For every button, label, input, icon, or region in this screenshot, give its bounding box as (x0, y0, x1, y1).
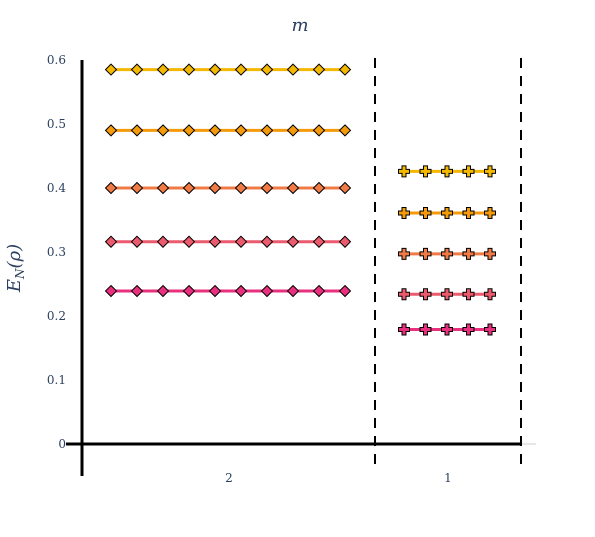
data-point-cross (419, 165, 432, 178)
data-point-diamond (260, 63, 274, 76)
x-tick-label: 2 (225, 471, 233, 485)
data-point-diamond (156, 124, 170, 137)
y-tick-label: 0.3 (47, 245, 66, 259)
data-point-diamond (182, 63, 196, 76)
data-point-diamond (130, 284, 144, 298)
data-point-cross (441, 288, 453, 301)
data-point-cross (484, 323, 496, 336)
data-point-diamond (312, 181, 326, 195)
data-point-diamond (260, 124, 274, 137)
data-point-diamond (338, 124, 352, 137)
axes (66, 58, 536, 476)
data-point-cross (419, 288, 432, 301)
data-point-diamond (260, 235, 274, 248)
data-point-diamond (208, 124, 222, 137)
data-point-diamond (182, 181, 196, 195)
data-point-cross (462, 288, 475, 301)
data-point-diamond (156, 63, 170, 76)
data-point-cross (398, 165, 410, 178)
data-point-diamond (234, 181, 248, 195)
data-point-diamond (104, 181, 118, 195)
data-point-cross (441, 247, 453, 260)
data-point-diamond (260, 284, 274, 298)
y-tick-label: 0 (58, 437, 66, 451)
data-point-diamond (312, 63, 326, 76)
data-point-diamond (286, 63, 300, 76)
data-point-diamond (234, 235, 248, 248)
data-point-cross (484, 165, 496, 178)
data-point-cross (419, 247, 432, 260)
data-point-cross (462, 323, 475, 336)
y-tick-label: 0.1 (47, 373, 66, 387)
data-point-diamond (208, 284, 222, 298)
series-layer (104, 63, 496, 336)
data-point-diamond (130, 63, 144, 76)
data-point-diamond (208, 181, 222, 195)
data-point-diamond (338, 284, 352, 298)
data-point-diamond (104, 124, 118, 137)
data-point-cross (441, 323, 453, 336)
data-point-diamond (182, 124, 196, 137)
data-point-diamond (260, 181, 274, 195)
data-point-cross (398, 323, 410, 336)
data-point-diamond (156, 181, 170, 195)
data-point-diamond (182, 235, 196, 248)
data-point-cross (484, 247, 496, 260)
y-tick-label: 0.6 (47, 53, 66, 67)
data-point-diamond (312, 235, 326, 248)
data-point-diamond (234, 284, 248, 298)
data-point-cross (484, 206, 496, 219)
data-point-cross (419, 206, 432, 219)
data-point-diamond (104, 63, 118, 76)
data-point-diamond (156, 235, 170, 248)
y-tick-label: 0.4 (47, 181, 66, 195)
svg-text:EN(ρ): EN(ρ) (4, 244, 27, 293)
data-point-diamond (286, 284, 300, 298)
data-point-diamond (286, 124, 300, 137)
data-point-diamond (208, 235, 222, 248)
data-point-cross (462, 247, 475, 260)
data-point-diamond (130, 124, 144, 137)
chart-title: m (291, 15, 308, 36)
data-point-diamond (130, 181, 144, 195)
data-point-cross (398, 247, 410, 260)
data-point-cross (398, 206, 410, 219)
data-point-diamond (338, 63, 352, 76)
data-point-diamond (286, 235, 300, 248)
ylabel-sub: N (13, 268, 27, 280)
y-tick-label: 0.5 (47, 117, 66, 131)
data-point-diamond (156, 284, 170, 298)
data-point-diamond (104, 284, 118, 298)
data-point-cross (462, 165, 475, 178)
data-point-cross (441, 165, 453, 178)
data-point-diamond (234, 124, 248, 137)
y-ticks: 0 0.1 0.2 0.3 0.4 0.5 0.6 (47, 53, 66, 451)
data-point-cross (441, 206, 453, 219)
data-point-diamond (208, 63, 222, 76)
data-point-diamond (130, 235, 144, 248)
data-point-cross (398, 288, 410, 301)
data-point-diamond (338, 181, 352, 195)
data-point-diamond (312, 124, 326, 137)
data-point-diamond (234, 63, 248, 76)
data-point-diamond (104, 235, 118, 248)
data-point-diamond (312, 284, 326, 298)
x-tick-label: 1 (444, 471, 452, 485)
data-point-diamond (286, 181, 300, 195)
y-tick-label: 0.2 (47, 309, 66, 323)
ylabel-main: E (4, 279, 25, 293)
data-point-diamond (182, 284, 196, 298)
y-axis-label: EN(ρ) (4, 244, 27, 293)
ylabel-arg: (ρ) (4, 244, 25, 269)
data-point-cross (484, 288, 496, 301)
data-point-cross (419, 323, 432, 336)
data-point-cross (462, 206, 475, 219)
data-point-diamond (338, 235, 352, 248)
